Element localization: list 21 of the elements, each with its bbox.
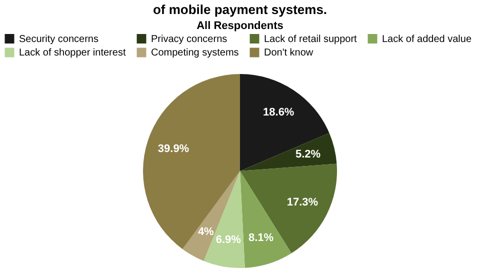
data-label: 39.9% bbox=[158, 143, 190, 156]
legend-label: Security concerns bbox=[19, 34, 98, 45]
legend-label: Lack of shopper interest bbox=[19, 48, 126, 58]
data-label: 5.2% bbox=[295, 148, 321, 160]
pie-slice bbox=[240, 133, 337, 171]
data-label: 17.3% bbox=[286, 196, 318, 209]
legend-label: Lack of added value bbox=[382, 34, 472, 45]
chart-subtitle: All Respondents bbox=[196, 20, 284, 32]
chart-title: of mobile payment systems. bbox=[152, 2, 328, 17]
pie-slice bbox=[182, 171, 240, 261]
data-label: 4% bbox=[198, 226, 214, 238]
data-label: 6.9% bbox=[216, 234, 242, 246]
pie-slice bbox=[143, 74, 240, 250]
pie-slice bbox=[240, 74, 330, 171]
legend-label: Lack of retail support bbox=[264, 34, 358, 45]
pie-slice bbox=[240, 164, 337, 254]
data-label: 8.1% bbox=[248, 232, 274, 244]
legend-label: Privacy concerns bbox=[151, 34, 228, 45]
legend-label: Don't know bbox=[264, 48, 314, 58]
data-label: 18.6% bbox=[263, 106, 294, 119]
legend-label: Competing systems bbox=[151, 48, 239, 58]
